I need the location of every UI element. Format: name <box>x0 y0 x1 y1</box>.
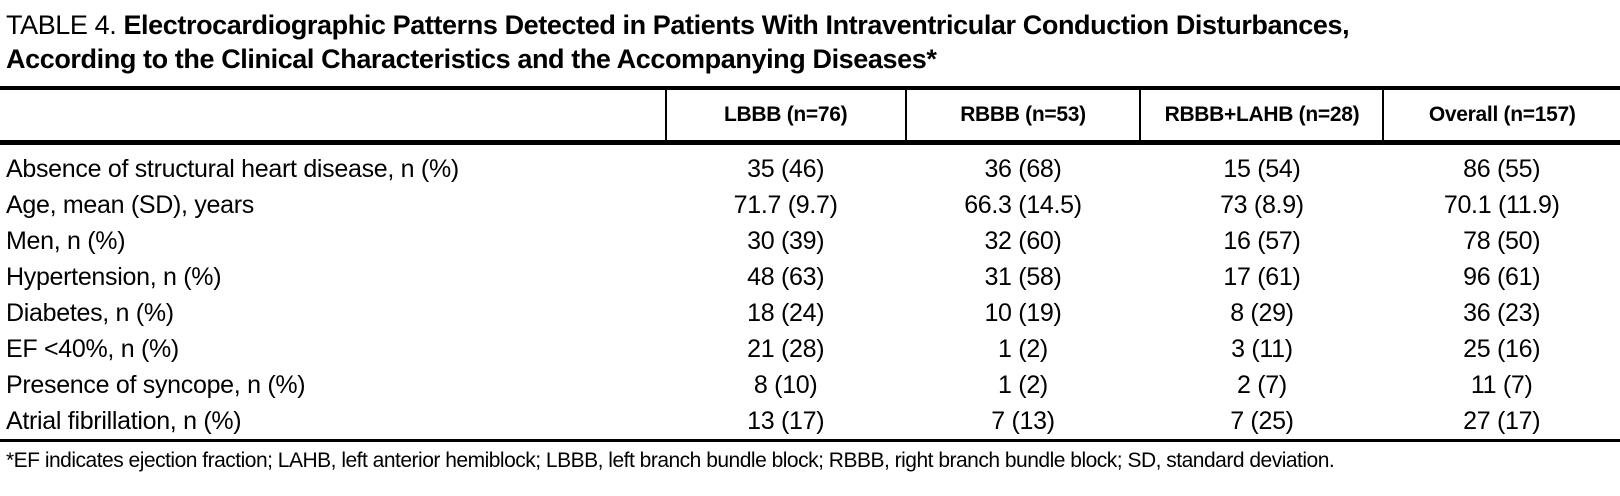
cell-lbbb: 30 (39) <box>747 226 825 255</box>
cell-rbbb-lahb: 3 (11) <box>1231 334 1293 363</box>
row-label: Age, mean (SD), years <box>6 190 254 219</box>
row-label: Hypertension, n (%) <box>6 262 222 291</box>
cell-overall: 11 (7) <box>1470 370 1533 399</box>
row-label: Diabetes, n (%) <box>6 298 174 327</box>
cell-overall: 70.1 (11.9) <box>1443 190 1560 219</box>
column-header-lbbb: LBBB (n=76) <box>664 88 906 145</box>
title-text-line2: According to the Clinical Characteristic… <box>6 44 927 74</box>
table-row: Presence of syncope, n (%) 8 (10) 1 (2) … <box>0 367 1620 403</box>
row-label: EF <40%, n (%) <box>6 334 179 363</box>
row-label: Absence of structural heart disease, n (… <box>6 154 459 183</box>
cell-lbbb: 18 (24) <box>747 298 825 327</box>
title-footnote-marker: * <box>926 44 937 74</box>
cell-overall: 96 (61) <box>1463 262 1541 291</box>
row-label-header-blank <box>0 88 666 145</box>
column-header-overall: Overall (n=157) <box>1382 88 1620 145</box>
column-header-rbbb: RBBB (n=53) <box>904 88 1141 145</box>
cell-rbbb-lahb: 16 (57) <box>1223 226 1301 255</box>
cell-rbbb: 36 (68) <box>984 154 1062 183</box>
cell-overall: 25 (16) <box>1463 334 1541 363</box>
footnote: *EF indicates ejection fraction; LAHB, l… <box>6 449 1335 472</box>
cell-lbbb: 13 (17) <box>747 406 825 435</box>
cell-lbbb: 35 (46) <box>747 154 825 183</box>
cell-rbbb: 10 (19) <box>984 298 1062 327</box>
title-text-line1: Electrocardiographic Patterns Detected i… <box>123 10 1350 40</box>
cell-overall: 27 (17) <box>1463 406 1541 435</box>
row-label: Atrial fibrillation, n (%) <box>6 406 242 435</box>
table-header-row: LBBB (n=76) RBBB (n=53) RBBB+LAHB (n=28)… <box>0 88 1620 145</box>
cell-overall: 36 (23) <box>1463 298 1541 327</box>
table-row: EF <40%, n (%) 21 (28) 1 (2) 3 (11) 25 (… <box>0 331 1620 367</box>
table-row: Absence of structural heart disease, n (… <box>0 143 1620 188</box>
table-row: Men, n (%) 30 (39) 32 (60) 16 (57) 78 (5… <box>0 223 1620 259</box>
cell-rbbb: 1 (2) <box>998 334 1048 363</box>
cell-rbbb: 1 (2) <box>998 370 1048 399</box>
cell-rbbb-lahb: 8 (29) <box>1230 298 1294 327</box>
row-label: Presence of syncope, n (%) <box>6 370 306 399</box>
cell-rbbb-lahb: 2 (7) <box>1237 370 1287 399</box>
cell-rbbb: 31 (58) <box>984 262 1062 291</box>
cell-rbbb: 7 (13) <box>991 406 1055 435</box>
cell-lbbb: 71.7 (9.7) <box>733 190 838 219</box>
cell-rbbb: 32 (60) <box>984 226 1062 255</box>
table-row: Diabetes, n (%) 18 (24) 10 (19) 8 (29) 3… <box>0 295 1620 331</box>
title-line-1: TABLE 4. Electrocardiographic Patterns D… <box>6 8 1612 42</box>
cell-overall: 78 (50) <box>1463 226 1541 255</box>
cell-rbbb: 66.3 (14.5) <box>964 190 1082 219</box>
cell-lbbb: 48 (63) <box>747 262 825 291</box>
row-label: Men, n (%) <box>6 226 126 255</box>
cell-rbbb-lahb: 15 (54) <box>1223 154 1301 183</box>
cell-lbbb: 21 (28) <box>747 334 825 363</box>
table-row: Hypertension, n (%) 48 (63) 31 (58) 17 (… <box>0 259 1620 295</box>
cell-rbbb-lahb: 73 (8.9) <box>1220 190 1304 219</box>
page-title: TABLE 4. Electrocardiographic Patterns D… <box>0 0 1620 76</box>
title-line-2: According to the Clinical Characteristic… <box>6 42 1612 76</box>
cell-rbbb-lahb: 17 (61) <box>1223 262 1301 291</box>
table-row: Atrial fibrillation, n (%) 13 (17) 7 (13… <box>0 403 1620 441</box>
cell-overall: 86 (55) <box>1463 154 1541 183</box>
clinical-characteristics-table: LBBB (n=76) RBBB (n=53) RBBB+LAHB (n=28)… <box>0 86 1620 442</box>
cell-rbbb-lahb: 7 (25) <box>1230 406 1294 435</box>
column-header-rbbb-lahb: RBBB+LAHB (n=28) <box>1139 88 1384 145</box>
table-number-label: TABLE 4. <box>6 10 124 40</box>
table-row: Age, mean (SD), years 71.7 (9.7) 66.3 (1… <box>0 187 1620 223</box>
cell-lbbb: 8 (10) <box>753 370 818 399</box>
